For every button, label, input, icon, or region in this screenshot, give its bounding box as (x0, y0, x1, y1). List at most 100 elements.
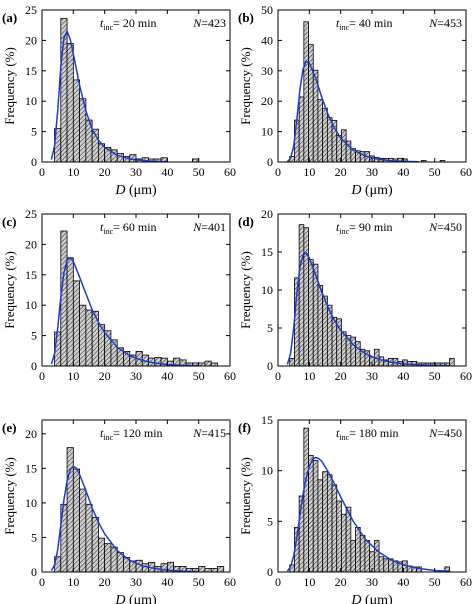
chart-panel: 0 10 20 30 40 50 60 0 10 20 30 40 50 Frequency (%) D (… (238, 3, 472, 198)
histogram-bar (308, 259, 314, 367)
x-tick-label: 40 (161, 165, 173, 179)
histogram-bar (298, 224, 305, 367)
y-tick-label: 0 (267, 359, 273, 373)
histogram-bar (141, 563, 149, 573)
histogram-bar (85, 503, 93, 573)
y-axis-label: Frequency (%) (238, 47, 253, 125)
y-tick-label: 15 (25, 64, 37, 78)
histogram-bar (116, 153, 124, 163)
x-tick-label: 40 (161, 369, 173, 383)
x-tick-label: 30 (366, 575, 378, 589)
histogram-bar (326, 474, 333, 573)
y-tick-label: 5 (31, 530, 37, 544)
histogram-bar (298, 96, 305, 163)
x-tick-label: 0 (39, 575, 45, 589)
x-tick-label: 10 (303, 165, 315, 179)
x-tick-label: 60 (224, 369, 236, 383)
y-tick-label: 10 (25, 298, 37, 312)
chart-panel: 0 10 20 30 40 50 60 0 5 10 15 20 25 Frequency (%) D (μ… (2, 3, 236, 198)
y-tick-label: 25 (25, 207, 37, 221)
histogram-bar (66, 257, 74, 367)
x-tick-label: 0 (275, 575, 281, 589)
x-tick-label: 0 (39, 165, 45, 179)
histogram-bar (355, 341, 361, 367)
panel-label: (c) (2, 214, 16, 229)
x-tick-label: 20 (335, 165, 347, 179)
x-tick-label: 10 (67, 575, 79, 589)
histogram-bar (217, 566, 225, 573)
lognormal-fit-curve (50, 465, 199, 573)
x-tick-label: 50 (193, 165, 205, 179)
x-tick-label: 50 (193, 575, 205, 589)
x-tick-label: 20 (99, 575, 111, 589)
y-tick-label: 10 (25, 94, 37, 108)
histogram-bar (350, 540, 356, 573)
x-axis-label: D (μm) (350, 183, 393, 198)
histogram-bar (303, 427, 309, 573)
y-tick-label: 30 (261, 64, 273, 78)
panel-label: (f) (238, 420, 251, 435)
chart-panel: 0 10 20 30 40 50 60 0 5 10 15 Frequency (%) D (μm) (f… (238, 413, 472, 604)
sample-size-annotation: N=453 (428, 16, 462, 30)
incubation-time-annotation: tinc= 60 min (100, 220, 157, 236)
y-tick-label: 15 (261, 413, 273, 427)
sample-size-annotation: N=450 (428, 426, 462, 440)
histogram-bar (449, 357, 455, 367)
x-tick-label: 30 (130, 575, 142, 589)
x-tick-label: 50 (429, 369, 441, 383)
sample-size-annotation: N=423 (192, 16, 226, 30)
histogram-bar (341, 129, 347, 163)
x-tick-label: 60 (224, 575, 236, 589)
chart-panel: 0 10 20 30 40 50 60 0 5 10 15 20 Frequency (%) D (μm)… (2, 419, 236, 604)
histogram-bar (110, 546, 118, 573)
histogram-bar (79, 304, 87, 367)
histogram-bar (210, 568, 218, 573)
y-axis-label: Frequency (%) (2, 47, 17, 125)
x-tick-label: 20 (335, 575, 347, 589)
panel-label: (b) (238, 10, 254, 25)
x-axis-label: D (μm) (114, 183, 157, 198)
histogram-bar (312, 460, 319, 573)
y-tick-label: 10 (261, 283, 273, 297)
histogram-bar (154, 357, 162, 367)
panel-label: (e) (2, 420, 16, 435)
histogram-bar (322, 295, 328, 367)
histogram-bar (322, 107, 328, 163)
x-tick-label: 10 (303, 369, 315, 383)
lognormal-fit-curve (50, 29, 168, 163)
histogram-bar (72, 468, 81, 573)
x-tick-label: 0 (275, 165, 281, 179)
histogram-bar (359, 535, 366, 573)
x-tick-label: 40 (161, 575, 173, 589)
y-axis-label: Frequency (%) (238, 457, 253, 535)
histogram-bar (104, 543, 112, 573)
histogram-bar (204, 568, 212, 573)
histogram-bar (303, 21, 309, 163)
histogram-bar (326, 117, 333, 163)
x-tick-label: 20 (335, 369, 347, 383)
y-tick-label: 0 (31, 155, 37, 169)
x-tick-label: 40 (397, 575, 409, 589)
sample-size-annotation: N=415 (192, 426, 226, 440)
incubation-time-annotation: tinc= 40 min (336, 16, 393, 32)
histogram-bar (341, 513, 347, 573)
x-tick-label: 50 (193, 369, 205, 383)
y-tick-label: 0 (267, 155, 273, 169)
lognormal-fit-curve (286, 60, 420, 163)
x-tick-label: 30 (366, 369, 378, 383)
histogram-bar (79, 488, 87, 573)
y-tick-label: 5 (31, 329, 37, 343)
sample-size-annotation: N=401 (192, 220, 226, 234)
incubation-time-annotation: tinc= 180 min (336, 426, 399, 442)
histogram-bar (317, 479, 324, 573)
x-axis-label: D (μm) (114, 593, 157, 604)
y-tick-label: 10 (261, 125, 273, 139)
y-tick-label: 5 (267, 514, 273, 528)
x-tick-label: 10 (303, 575, 315, 589)
chart-panel: 0 10 20 30 40 50 60 0 5 10 15 20 25 Frequency (%) (c) t… (2, 207, 236, 383)
y-tick-label: 5 (31, 125, 37, 139)
incubation-time-annotation: tinc= 20 min (100, 16, 157, 32)
y-tick-label: 25 (25, 3, 37, 17)
histogram-bar (364, 540, 371, 573)
